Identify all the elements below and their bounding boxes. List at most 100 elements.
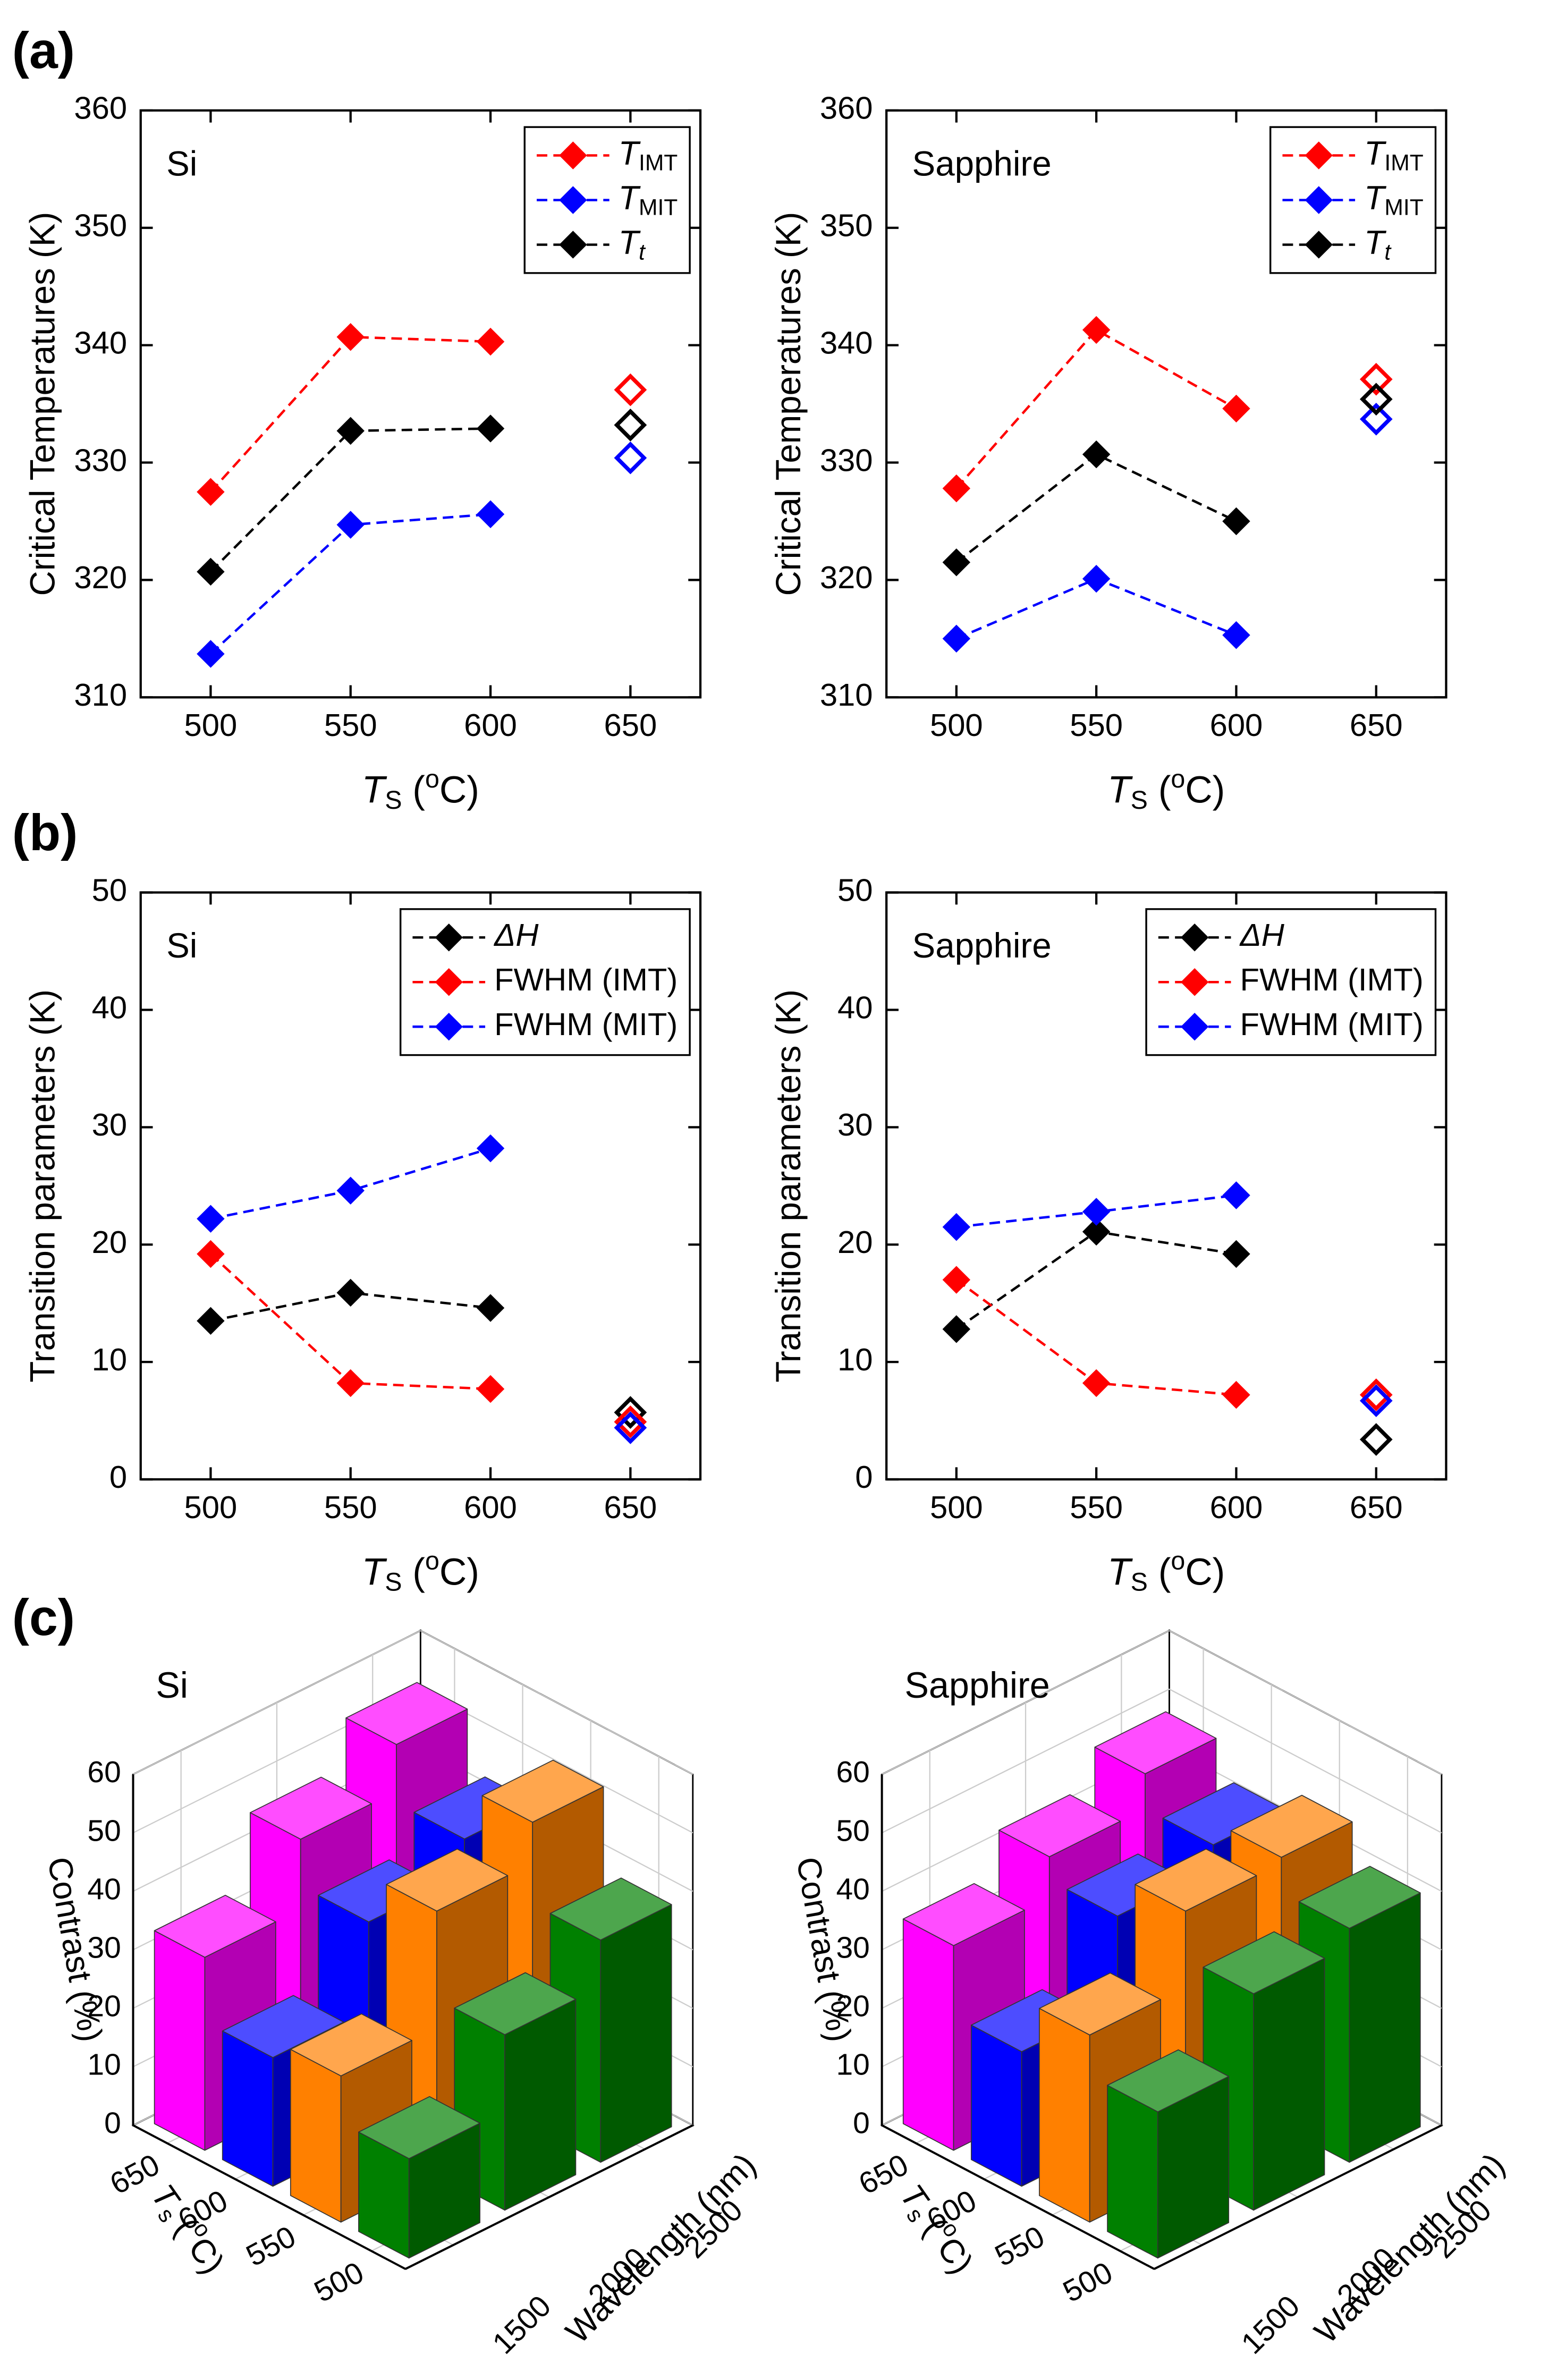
y-tick-label: 50: [837, 872, 873, 908]
axis-line: [1154, 2124, 1442, 2270]
plot-frame: [885, 109, 1448, 699]
data-point: [942, 548, 971, 577]
y-tick-label: 30: [837, 1107, 873, 1142]
x-tick-label: 500: [930, 707, 983, 743]
label-part: T: [1364, 134, 1386, 172]
bar-face: [1094, 1711, 1217, 1774]
x-tick-label: 550: [1070, 707, 1123, 743]
data-point: [476, 414, 505, 443]
legend-label: ΔH: [493, 917, 539, 953]
data-point: [1359, 402, 1393, 436]
label-part: t: [639, 240, 646, 265]
data-point: [336, 1278, 365, 1307]
x-axis-label: TS (oC): [362, 1546, 479, 1596]
series-line: [209, 1253, 491, 1391]
label-part: S: [1131, 786, 1148, 815]
x-axis-label: TS (oC): [1107, 765, 1225, 815]
y-tick-label: 320: [74, 560, 127, 595]
y-tick-label: 350: [820, 208, 873, 243]
line-chart: 0 10 20 30 40 50 500 550 600 650 TS (oC) Transition…: [23, 872, 702, 1596]
line-chart: 0 10 20 30 40 50 500 550 600 650 TS (oC) Transition…: [769, 872, 1448, 1596]
label-part: C): [1185, 769, 1225, 811]
legend-marker: [1305, 141, 1333, 170]
z-tick-label: 60: [836, 1755, 870, 1789]
bar-face: [1253, 1958, 1325, 2211]
data-point: [1359, 362, 1393, 396]
x-axis-label: Ts (oC): [890, 2174, 985, 2283]
legend-marker: [435, 924, 463, 952]
y-tick-label: 360: [820, 90, 873, 126]
data-point: [197, 557, 225, 586]
z-tick-label: 0: [104, 2106, 121, 2140]
legend: ΔH FWHM (IMT) FWHM (MIT): [399, 908, 691, 1056]
x-tick-label: 600: [464, 707, 517, 743]
label-part: C): [439, 769, 479, 811]
z-tick-label: 10: [836, 2048, 870, 2082]
y-tick-label: 310: [74, 677, 127, 713]
bar-face: [222, 2030, 274, 2187]
x-tick-label: 500: [309, 2255, 369, 2309]
bar-face: [1349, 1892, 1421, 2163]
bar-face: [549, 1877, 672, 1941]
bar-face: [970, 2025, 1022, 2187]
data-point: [1359, 1384, 1393, 1417]
series-line: [955, 328, 1237, 489]
data-point: [942, 1213, 971, 1241]
bar-face: [290, 2048, 342, 2223]
label-part: t: [1384, 240, 1392, 265]
data-point: [614, 1411, 647, 1444]
legend-label: FWHM (MIT): [494, 1006, 678, 1042]
label-part: T: [362, 769, 387, 811]
series-line: [209, 427, 491, 573]
chart-title: Si: [156, 1665, 188, 1706]
legend-marker: [1180, 1012, 1209, 1041]
panel-label: (a): [12, 21, 75, 79]
label-part: S: [385, 1568, 402, 1596]
data-point: [336, 323, 365, 351]
data-point: [942, 474, 971, 503]
data-point: [476, 327, 505, 356]
legend-marker: [1305, 186, 1333, 214]
legend-label: TMIT: [1364, 179, 1424, 221]
label-part: IMT: [1384, 150, 1423, 176]
data-point: [197, 1307, 225, 1335]
y-tick-label: 40: [92, 989, 127, 1025]
chart-title: Sapphire: [912, 144, 1052, 183]
y-tick-label: 310: [820, 677, 873, 713]
x-axis-label: TS (oC): [362, 765, 479, 815]
data-point: [336, 1369, 365, 1397]
label-part: (: [402, 1551, 426, 1593]
label-part: (: [1148, 1551, 1171, 1593]
bar-face: [1107, 2085, 1158, 2259]
bar-face: [1039, 1972, 1161, 2036]
label-part: S: [1131, 1568, 1148, 1596]
y-tick-label: 360: [74, 90, 127, 126]
bar-face: [358, 2096, 480, 2159]
y-tick-label: 30: [92, 1107, 127, 1142]
data-point: [1082, 316, 1111, 344]
data-point: [1222, 621, 1250, 649]
bar-face: [1039, 2008, 1090, 2223]
y-tick-label: 320: [820, 560, 873, 595]
data-point: [1082, 1198, 1111, 1226]
y-tick-label: 20: [837, 1224, 873, 1260]
x-tick-label: 500: [184, 1489, 238, 1525]
plot-frame: [885, 891, 1448, 1481]
legend-marker: [1180, 924, 1209, 952]
legend-label: TIMT: [1364, 134, 1424, 176]
y-tick-label: 350: [74, 208, 127, 243]
bar-face: [222, 1995, 344, 2059]
bar: [1107, 2049, 1230, 2259]
data-point: [1359, 383, 1393, 416]
bar-face: [902, 1918, 954, 2151]
bar-face: [600, 1904, 672, 2163]
y-tick-label: 0: [855, 1459, 873, 1495]
x-tick-label: 600: [1210, 1489, 1263, 1525]
bar-face: [1203, 1931, 1325, 1994]
z-tick-label: 10: [87, 2048, 121, 2082]
x-tick-label: 550: [989, 2220, 1050, 2273]
x-tick-label: 650: [604, 1489, 657, 1525]
chart-title: Si: [166, 926, 197, 965]
